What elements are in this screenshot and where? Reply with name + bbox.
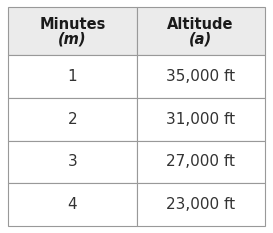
Bar bbox=[136, 183, 265, 226]
Bar bbox=[136, 55, 265, 98]
Text: 27,000 ft: 27,000 ft bbox=[166, 154, 235, 169]
Bar bbox=[8, 140, 136, 183]
Text: 35,000 ft: 35,000 ft bbox=[166, 69, 235, 84]
Bar bbox=[8, 7, 136, 55]
Text: 1: 1 bbox=[67, 69, 77, 84]
Bar bbox=[8, 55, 136, 98]
Bar bbox=[8, 98, 136, 140]
Text: (a): (a) bbox=[189, 31, 212, 46]
Text: 2: 2 bbox=[67, 112, 77, 127]
Bar bbox=[136, 140, 265, 183]
Text: 3: 3 bbox=[67, 154, 77, 169]
Text: 4: 4 bbox=[67, 197, 77, 212]
Bar bbox=[8, 183, 136, 226]
Text: Minutes: Minutes bbox=[39, 17, 106, 32]
Text: Altitude: Altitude bbox=[167, 17, 234, 32]
Bar bbox=[136, 98, 265, 140]
Bar bbox=[136, 7, 265, 55]
Text: 31,000 ft: 31,000 ft bbox=[166, 112, 235, 127]
Text: (m): (m) bbox=[58, 31, 87, 46]
Text: 23,000 ft: 23,000 ft bbox=[166, 197, 235, 212]
